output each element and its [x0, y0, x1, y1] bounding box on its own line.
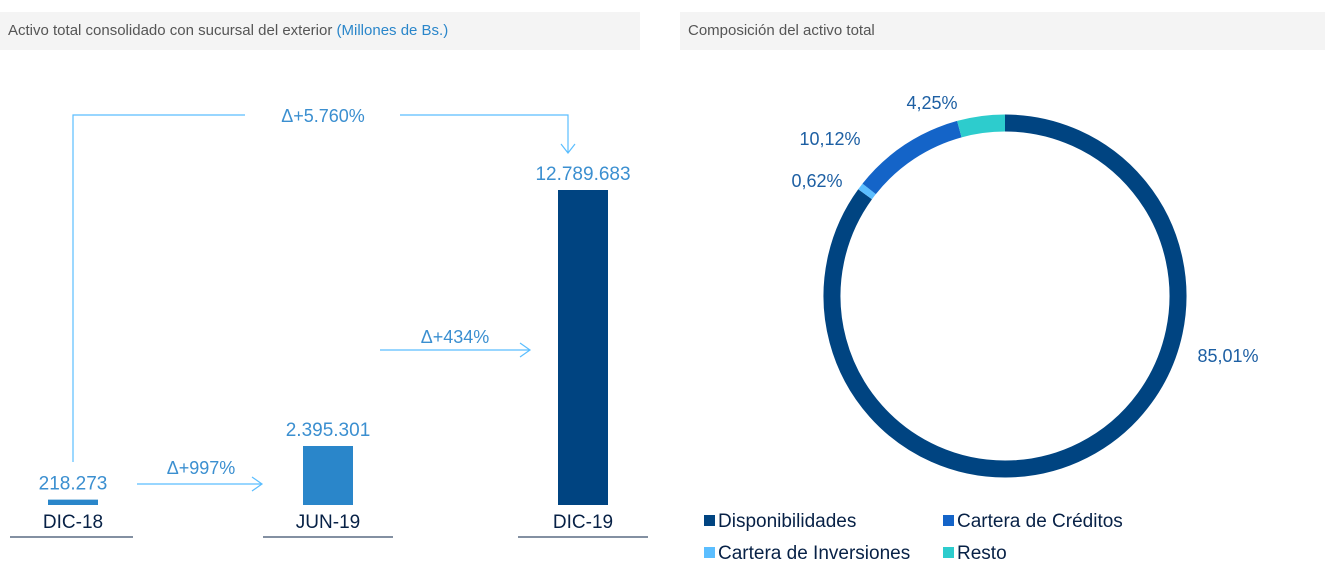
annotation: Δ+997%	[167, 458, 236, 478]
legend-label: Resto	[957, 543, 1007, 564]
legend-label: Cartera de Créditos	[957, 511, 1123, 532]
bar	[48, 499, 98, 505]
legend-label: Disponibilidades	[718, 511, 856, 532]
legend-swatch	[943, 515, 954, 526]
annotation: Δ+5.760%	[281, 106, 365, 126]
legend-swatch	[704, 515, 715, 526]
donut-slice	[862, 120, 962, 195]
arrow	[72, 114, 576, 462]
title: Activo total consolidado con sucursal de…	[8, 22, 332, 39]
value-label: 0,62%	[791, 171, 842, 191]
donut-slice	[957, 114, 1006, 138]
chart-title: Activo total consolidado con sucursal de…	[8, 22, 448, 39]
header-band	[0, 12, 640, 50]
donut-slice	[823, 114, 1187, 478]
value-label: 85,01%	[1197, 346, 1258, 366]
bar	[558, 190, 608, 505]
category-label: DIC-18	[43, 512, 103, 533]
subtitle: (Millones de Bs.)	[337, 22, 449, 39]
value-label: 10,12%	[799, 129, 860, 149]
legend-swatch	[704, 547, 715, 558]
bar	[303, 446, 353, 505]
category-label: JUN-19	[296, 512, 360, 533]
value-label: 12.789.683	[535, 164, 630, 185]
legend-swatch	[943, 547, 954, 558]
category-label: DIC-19	[553, 512, 613, 533]
value-label: 4,25%	[906, 93, 957, 113]
annotation: Δ+434%	[421, 327, 490, 347]
donut-slice	[858, 183, 876, 200]
arrow	[137, 476, 264, 492]
value-label: 2.395.301	[286, 420, 371, 441]
chart-title: Composición del activo total	[688, 22, 875, 39]
value-label: 218.273	[39, 474, 108, 495]
header-band	[680, 12, 1325, 50]
arrow	[380, 342, 532, 358]
legend-label: Cartera de Inversiones	[718, 543, 910, 564]
